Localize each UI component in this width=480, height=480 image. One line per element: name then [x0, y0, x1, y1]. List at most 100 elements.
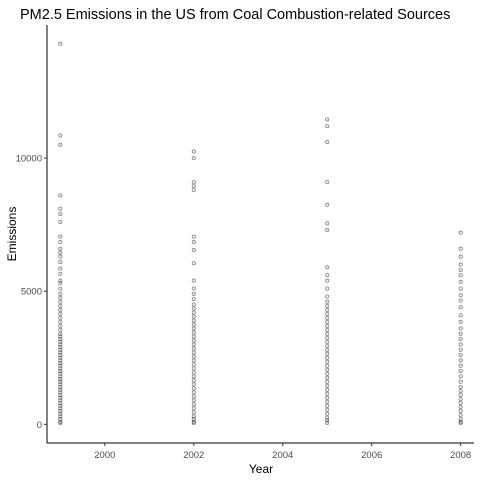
data-point: [58, 355, 63, 360]
data-point: [458, 409, 463, 414]
data-point: [325, 383, 330, 388]
data-point: [325, 117, 330, 122]
data-point: [458, 353, 463, 358]
data-point: [325, 327, 330, 332]
data-point: [325, 343, 330, 348]
data-point: [325, 278, 330, 283]
data-point: [58, 398, 63, 403]
data-point: [58, 382, 63, 387]
data-point: [58, 377, 63, 382]
data-point: [191, 278, 196, 283]
data-point: [325, 371, 330, 376]
chart-title: PM2.5 Emissions in the US from Coal Comb…: [20, 7, 450, 23]
data-point: [191, 362, 196, 367]
data-point: [325, 307, 330, 312]
data-point: [191, 310, 196, 315]
data-point: [58, 206, 63, 211]
data-point: [58, 401, 63, 406]
data-point: [58, 411, 63, 416]
data-point: [458, 305, 463, 310]
data-point: [58, 291, 63, 296]
data-point: [191, 378, 196, 383]
x-tick-label: 2006: [361, 450, 382, 461]
data-point: [58, 331, 63, 336]
data-point: [58, 266, 63, 271]
data-point: [191, 291, 196, 296]
data-point: [191, 346, 196, 351]
x-tick-label: 2008: [450, 450, 471, 461]
data-point: [191, 322, 196, 327]
x-axis-label: Year: [249, 462, 273, 476]
data-point: [325, 391, 330, 396]
data-point: [325, 351, 330, 356]
data-point: [58, 353, 63, 358]
x-tick-label: 2002: [183, 450, 204, 461]
data-point: [325, 140, 330, 145]
data-point: [458, 262, 463, 267]
data-point: [191, 414, 196, 419]
data-point: [191, 302, 196, 307]
data-point: [58, 220, 63, 225]
data-point: [58, 315, 63, 320]
data-point: [458, 298, 463, 303]
data-point: [325, 367, 330, 372]
data-point: [458, 417, 463, 422]
y-tick-label: 10000: [16, 154, 42, 165]
data-point: [58, 334, 63, 339]
data-point: [458, 393, 463, 398]
data-point: [58, 390, 63, 395]
data-point: [191, 330, 196, 335]
data-point: [191, 366, 196, 371]
data-point: [58, 142, 63, 147]
data-point: [58, 250, 63, 255]
data-point: [325, 359, 330, 364]
data-point: [191, 297, 196, 302]
data-point: [458, 379, 463, 384]
data-point: [325, 265, 330, 270]
data-point: [191, 402, 196, 407]
data-point: [191, 318, 196, 323]
data-point: [325, 415, 330, 420]
data-point: [458, 413, 463, 418]
data-point: [325, 311, 330, 316]
data-point: [58, 234, 63, 239]
data-point: [58, 342, 63, 347]
data-point: [325, 273, 330, 278]
data-point: [458, 363, 463, 368]
data-point: [191, 156, 196, 161]
data-point: [58, 212, 63, 217]
data-point: [325, 379, 330, 384]
data-point: [325, 375, 330, 380]
data-point: [58, 133, 63, 138]
data-point: [58, 358, 63, 363]
data-point: [458, 246, 463, 251]
data-point: [58, 369, 63, 374]
data-point: [458, 405, 463, 410]
data-point: [458, 254, 463, 259]
x-axis-ticks: 2000 2002 2004 2006 2008: [94, 443, 471, 461]
y-tick-label: 5000: [21, 287, 42, 298]
data-point: [58, 193, 63, 198]
data-point: [58, 278, 63, 283]
data-point: [325, 319, 330, 324]
data-point: [191, 184, 196, 189]
data-point: [458, 389, 463, 394]
data-point: [325, 411, 330, 416]
data-point: [325, 339, 330, 344]
data-point: [58, 303, 63, 308]
data-point: [191, 314, 196, 319]
data-point: [325, 315, 330, 320]
data-point: [325, 335, 330, 340]
data-point: [191, 234, 196, 239]
data-point: [58, 374, 63, 379]
data-point: [191, 338, 196, 343]
data-point: [458, 313, 463, 318]
data-point: [191, 247, 196, 252]
data-point: [58, 239, 63, 244]
data-point: [58, 299, 63, 304]
data-point: [458, 326, 463, 331]
data-point: [325, 286, 330, 291]
data-point: [58, 350, 63, 355]
y-tick-label: 0: [37, 420, 42, 431]
